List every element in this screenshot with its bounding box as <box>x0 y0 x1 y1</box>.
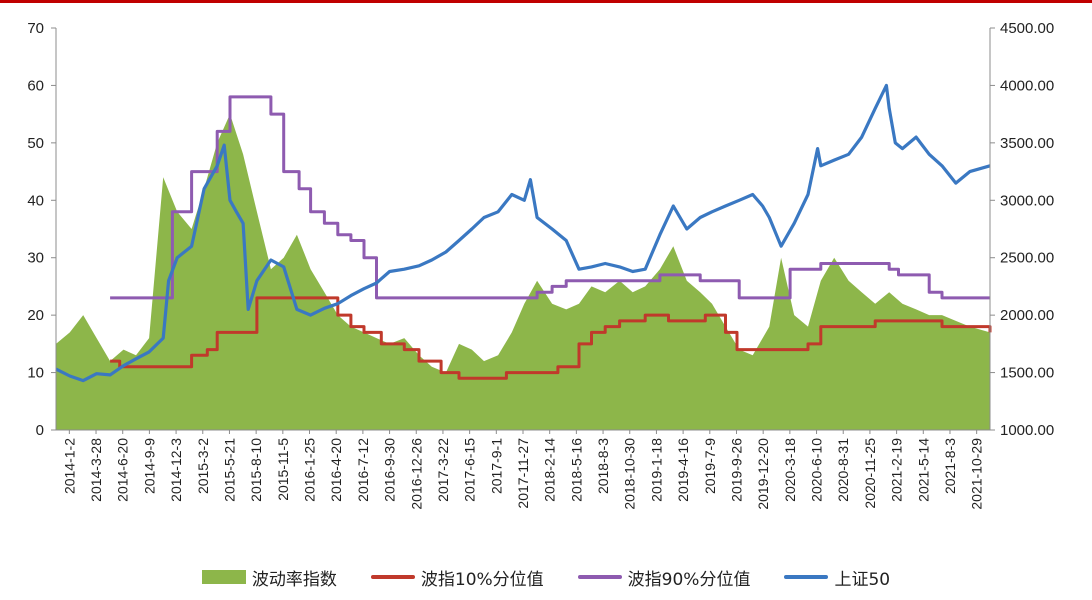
legend-swatch-line <box>577 575 622 579</box>
x-tick-label: 2014-3-28 <box>88 438 104 502</box>
x-tick-label: 2020-8-31 <box>835 438 851 502</box>
chart-legend: 波动率指数 波指10%分位值 波指90%分位值 上证50 <box>0 562 1092 592</box>
right-tick-label: 2500.00 <box>1000 250 1054 267</box>
x-tick-label: 2015-11-5 <box>275 438 291 501</box>
x-tick-label: 2014-9-9 <box>141 438 157 494</box>
area-series-layer <box>56 114 990 430</box>
right-tick-label: 3000.00 <box>1000 192 1054 209</box>
x-tick-label: 2017-6-15 <box>462 438 478 502</box>
top-rule <box>0 0 1092 3</box>
x-tick-label: 2017-11-27 <box>515 438 531 509</box>
left-tick-label: 10 <box>27 365 44 382</box>
x-tick-label: 2021-8-3 <box>942 438 958 494</box>
x-tick-label: 2014-12-3 <box>168 438 184 502</box>
right-tick-label: 4500.00 <box>1000 20 1054 37</box>
right-axis-ticks: 1000.00 1500.00 2000.00 2500.00 3000.00 3500.… <box>990 20 1054 439</box>
legend-swatch-line <box>370 575 415 579</box>
x-tick-label: 2018-8-3 <box>595 438 611 494</box>
left-tick-label: 70 <box>27 20 44 37</box>
x-tick-label: 2021-2-19 <box>889 438 905 502</box>
x-tick-label: 2015-3-2 <box>195 438 211 494</box>
series-p90-line <box>110 95 990 300</box>
x-tick-label: 2016-7-12 <box>355 438 371 502</box>
right-tick-label: 1000.00 <box>1000 422 1054 439</box>
right-tick-label: 1500.00 <box>1000 365 1054 382</box>
x-tick-label: 2019-7-9 <box>702 438 718 494</box>
x-tick-label: 2019-9-26 <box>728 438 744 502</box>
x-tick-label: 2021-5-14 <box>915 438 931 502</box>
legend-item-p90: 波指90%分位值 <box>577 565 751 590</box>
left-tick-label: 30 <box>27 250 44 267</box>
right-tick-label: 2000.00 <box>1000 307 1054 324</box>
x-tick-label: 2020-3-18 <box>782 438 798 502</box>
line-series-layer <box>55 83 992 383</box>
legend-label: 波指10%分位值 <box>420 569 544 590</box>
x-tick-label: 2018-5-16 <box>568 438 584 502</box>
x-tick-label: 2014-6-20 <box>115 438 131 502</box>
x-tick-label: 2020-6-10 <box>809 438 825 502</box>
x-tick-label: 2018-10-30 <box>622 438 638 510</box>
x-tick-label: 2016-12-26 <box>408 438 424 510</box>
volatility-chart: 0 10 20 30 40 50 60 70 1000.00 1500.00 2000.00 250… <box>27 20 1054 510</box>
x-tick-label: 2019-1-18 <box>648 438 664 502</box>
series-volatility-index-area <box>56 114 990 430</box>
legend-swatch-area <box>201 570 246 584</box>
legend-label: 波动率指数 <box>251 569 337 590</box>
left-tick-label: 40 <box>27 192 44 209</box>
legend-label: 波指90%分位值 <box>627 569 751 590</box>
x-tick-label: 2019-12-20 <box>755 438 771 510</box>
right-tick-label: 3500.00 <box>1000 135 1054 152</box>
legend-item-p10: 波指10%分位值 <box>370 565 544 590</box>
x-tick-label: 2020-11-25 <box>862 438 878 509</box>
right-tick-label: 4000.00 <box>1000 77 1054 94</box>
series-sz50-line <box>55 83 991 383</box>
x-tick-label: 2015-5-21 <box>221 438 237 502</box>
legend-swatch-line <box>784 575 829 579</box>
x-tick-label: 2016-9-30 <box>382 438 398 502</box>
legend-item-sz50: 上证50 <box>784 565 890 590</box>
x-tick-label: 2016-4-20 <box>328 438 344 502</box>
x-tick-label: 2017-9-1 <box>488 438 504 494</box>
left-tick-label: 60 <box>27 77 44 94</box>
legend-label: 上证50 <box>834 569 891 590</box>
x-axis-ticks: 2014-1-2 2014-3-28 2014-6-20 2014-9-9 2014-1… <box>61 430 985 510</box>
left-tick-label: 20 <box>27 307 44 324</box>
x-tick-label: 2018-2-14 <box>542 438 558 502</box>
series-p10-line <box>110 296 992 380</box>
left-tick-label: 50 <box>27 135 44 152</box>
left-tick-label: 0 <box>36 422 44 439</box>
x-tick-label: 2014-1-2 <box>61 438 77 494</box>
x-tick-label: 2019-4-16 <box>675 438 691 502</box>
x-tick-label: 2016-1-25 <box>302 438 318 502</box>
x-tick-label: 2021-10-29 <box>969 438 985 510</box>
left-axis-ticks: 0 10 20 30 40 50 60 70 <box>27 20 56 439</box>
legend-item-volatility-index: 波动率指数 <box>201 565 337 590</box>
x-tick-label: 2017-3-22 <box>435 438 451 502</box>
x-tick-label: 2015-8-10 <box>248 438 264 502</box>
